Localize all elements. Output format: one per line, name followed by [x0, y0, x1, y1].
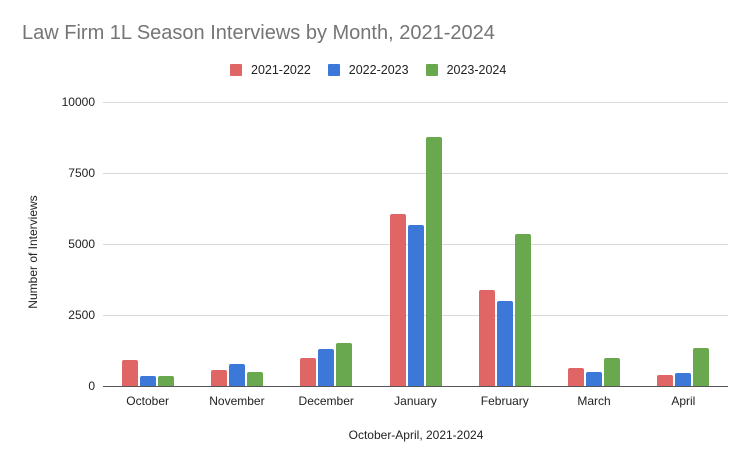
x-tick-label: November [209, 394, 265, 408]
gridline [103, 102, 728, 103]
bar-november-2022-2023[interactable] [228, 364, 245, 386]
y-tick-label: 5000 [68, 237, 95, 251]
y-tick-label: 2500 [68, 308, 95, 322]
legend-item: 2023-2024 [425, 63, 507, 77]
bar-october-2021-2022[interactable] [121, 359, 138, 386]
bar-february-2021-2022[interactable] [478, 290, 495, 386]
legend-label: 2023-2024 [446, 63, 507, 77]
bar-december-2023-2024[interactable] [336, 343, 353, 386]
legend-swatch [230, 64, 242, 76]
bar-february-2023-2024[interactable] [514, 234, 531, 386]
bar-april-2021-2022[interactable] [657, 374, 674, 386]
x-tick-label: October [126, 394, 169, 408]
bar-october-2023-2024[interactable] [157, 376, 174, 386]
bar-march-2021-2022[interactable] [568, 368, 585, 386]
x-tick-label: December [298, 394, 354, 408]
legend-items: 2021-2022 2022-2023 2023-2024 [230, 63, 523, 77]
bar-january-2022-2023[interactable] [407, 224, 424, 386]
bar-january-2023-2024[interactable] [425, 136, 442, 386]
x-tick-label: March [577, 394, 611, 408]
gridline [103, 173, 728, 174]
bar-november-2023-2024[interactable] [246, 371, 263, 386]
y-tick-label: 10000 [61, 95, 95, 109]
bar-march-2023-2024[interactable] [604, 357, 621, 386]
legend-swatch [425, 64, 438, 76]
bar-march-2022-2023[interactable] [586, 371, 603, 386]
bar-april-2022-2023[interactable] [675, 372, 692, 386]
x-axis-title: October-April, 2021-2024 [348, 428, 484, 442]
x-tick-label: April [671, 394, 696, 408]
plot-area: 0 2500 5000 7500 10000 October November Decembe… [62, 95, 728, 408]
legend-label: 2022-2023 [348, 63, 409, 77]
legend-swatch [327, 64, 340, 76]
x-tick-label: February [480, 394, 529, 408]
legend-label: 2021-2022 [251, 63, 311, 77]
bar-december-2021-2022[interactable] [300, 357, 317, 386]
bar-february-2022-2023[interactable] [496, 300, 513, 386]
x-axis-line [103, 385, 728, 387]
bar-january-2021-2022[interactable] [389, 214, 406, 386]
y-tick-label: 7500 [68, 166, 95, 180]
y-tick-label: 0 [88, 379, 95, 393]
y-axis-title: Number of Interviews [26, 195, 40, 309]
x-tick-label: January [394, 394, 437, 408]
bar-april-2023-2024[interactable] [693, 347, 710, 386]
bar-october-2022-2023[interactable] [139, 376, 156, 386]
bar-december-2022-2023[interactable] [318, 349, 335, 386]
bar-november-2021-2022[interactable] [210, 370, 227, 386]
legend-item: 2022-2023 [327, 63, 409, 77]
legend-item: 2021-2022 [230, 63, 311, 77]
chart-title: Law Firm 1L Season Interviews by Month, … [22, 22, 495, 44]
